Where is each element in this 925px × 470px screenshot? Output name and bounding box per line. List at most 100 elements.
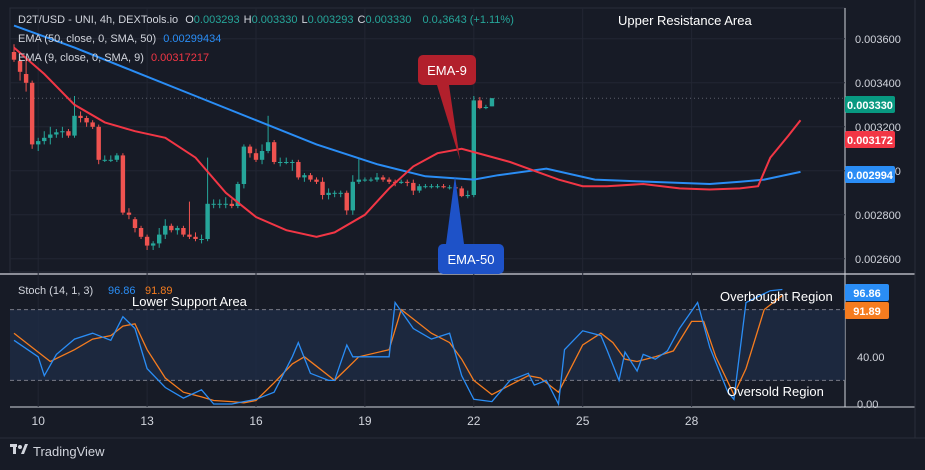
- candle-body: [144, 236, 150, 246]
- symbol-title: D2T/USD - UNI, 4h, DEXTools.io: [18, 14, 179, 26]
- candle-body: [78, 115, 83, 118]
- price-tick-label: 0.002600: [855, 254, 901, 266]
- candle-body: [429, 186, 434, 188]
- stoch-lines: [13, 288, 783, 407]
- lower-support-label: Lower Support Area: [132, 294, 248, 309]
- candle-body: [217, 203, 222, 205]
- candle-body: [320, 181, 325, 195]
- tradingview-branding[interactable]: TradingView: [10, 444, 105, 459]
- price-tick-label: 0.003200: [855, 122, 901, 134]
- candle-body: [54, 132, 59, 135]
- ema50-callout-box: [438, 244, 504, 274]
- candle-body: [338, 192, 343, 194]
- candle-body: [278, 162, 283, 163]
- candle-body: [423, 186, 428, 188]
- candle-body: [265, 142, 271, 151]
- candle-body: [477, 100, 483, 109]
- candle-body: [11, 52, 17, 60]
- candle-body: [48, 134, 53, 138]
- candle-body: [163, 225, 168, 235]
- candle-body: [368, 179, 374, 181]
- candle-body: [84, 118, 89, 123]
- overbought-label: Overbought Region: [720, 289, 833, 304]
- candle-body: [356, 179, 362, 182]
- candle-body: [253, 153, 259, 160]
- ema50-price-badge: 0.002994: [845, 166, 895, 183]
- candle-body: [308, 175, 313, 180]
- candle-body: [386, 179, 392, 182]
- stoch-k-line: [13, 288, 783, 407]
- stoch-k-badge: 96.86: [845, 284, 889, 301]
- candle-body: [23, 74, 29, 83]
- ema9-price-value: 0.003172: [847, 135, 893, 147]
- time-tick-label: 25: [576, 414, 590, 428]
- ema50-legend: EMA (50, close, 0, SMA, 50) 0.00299434: [18, 33, 225, 45]
- upper-resistance-label: Upper Resistance Area: [618, 13, 752, 28]
- candle-body: [181, 228, 186, 235]
- candle-body: [465, 195, 470, 197]
- time-tick-label: 22: [467, 414, 481, 428]
- candle-body: [284, 162, 289, 163]
- candle-body: [435, 186, 440, 188]
- ema9-callout-box: [418, 55, 476, 85]
- candle-body: [102, 159, 107, 161]
- ema50-legend-label: EMA (50, close, 0, SMA, 50): [18, 33, 157, 45]
- candle-body: [441, 186, 446, 188]
- candle-body: [90, 122, 95, 127]
- time-tick-label: 13: [140, 414, 154, 428]
- symbol-legend: D2T/USD - UNI, 4h, DEXTools.io O0.003293…: [18, 14, 518, 26]
- stoch-k-badge-value: 96.86: [853, 288, 881, 300]
- candle-body: [229, 203, 234, 206]
- candle-body: [132, 219, 138, 228]
- candle-body: [459, 188, 464, 197]
- price-tick-label: 0.002800: [855, 210, 901, 222]
- tradingview-label: TradingView: [33, 444, 105, 459]
- candle-body: [205, 203, 210, 239]
- candle-body: [483, 107, 489, 109]
- candle-body: [417, 186, 422, 191]
- ohlc-h: H0.003330: [243, 14, 298, 26]
- last-price-value: 0.003330: [847, 100, 893, 112]
- candle-body: [193, 236, 198, 239]
- price-tick-label: 0.003400: [855, 78, 901, 90]
- candle-body: [350, 181, 355, 211]
- stoch-band: [10, 309, 845, 381]
- ema9-legend: EMA (9, close, 0, SMA, 9) 0.00317217: [18, 52, 213, 64]
- ema50-callout-label: EMA-50: [448, 252, 495, 267]
- candle-body: [344, 192, 349, 211]
- ema9-line: [13, 46, 802, 238]
- candle-body: [138, 228, 144, 237]
- stoch-d-badge-value: 91.89: [853, 306, 881, 318]
- ohlc-values: O0.003293 H0.003330 L0.003293 C0.003330: [185, 14, 415, 26]
- stoch-k-value: 96.86: [108, 285, 136, 297]
- candle-body: [296, 162, 301, 178]
- time-tick-label: 19: [358, 414, 372, 428]
- ema50-callout-pointer: [446, 176, 464, 244]
- candle-body: [290, 162, 295, 163]
- ema9-callout: EMA-9: [418, 55, 476, 160]
- stoch-d-badge: 91.89: [845, 302, 889, 319]
- candle-body: [362, 179, 368, 181]
- candle-body: [247, 146, 253, 154]
- candle-body: [235, 184, 241, 206]
- candle-body: [405, 181, 410, 183]
- candle-body: [72, 115, 77, 136]
- candle-body: [29, 82, 35, 145]
- stoch-tick-label: 40.00: [857, 352, 885, 364]
- candle-body: [314, 179, 319, 182]
- candle-body: [120, 155, 126, 213]
- candle-body: [157, 234, 162, 244]
- candle-body: [42, 137, 47, 142]
- stoch-tick-label: 0.00: [857, 399, 878, 411]
- ohlc-c: C0.003330: [357, 14, 412, 26]
- candle-body: [380, 177, 386, 180]
- candle-body: [187, 234, 192, 237]
- ema9-legend-label: EMA (9, close, 0, SMA, 9): [18, 52, 144, 64]
- ohlc-l: L0.003293: [301, 14, 354, 26]
- candle-body: [326, 192, 331, 195]
- ohlc-o: O0.003293: [185, 14, 240, 26]
- candle-body: [17, 60, 23, 72]
- ema9-callout-label: EMA-9: [427, 63, 467, 78]
- candle-body: [411, 182, 416, 191]
